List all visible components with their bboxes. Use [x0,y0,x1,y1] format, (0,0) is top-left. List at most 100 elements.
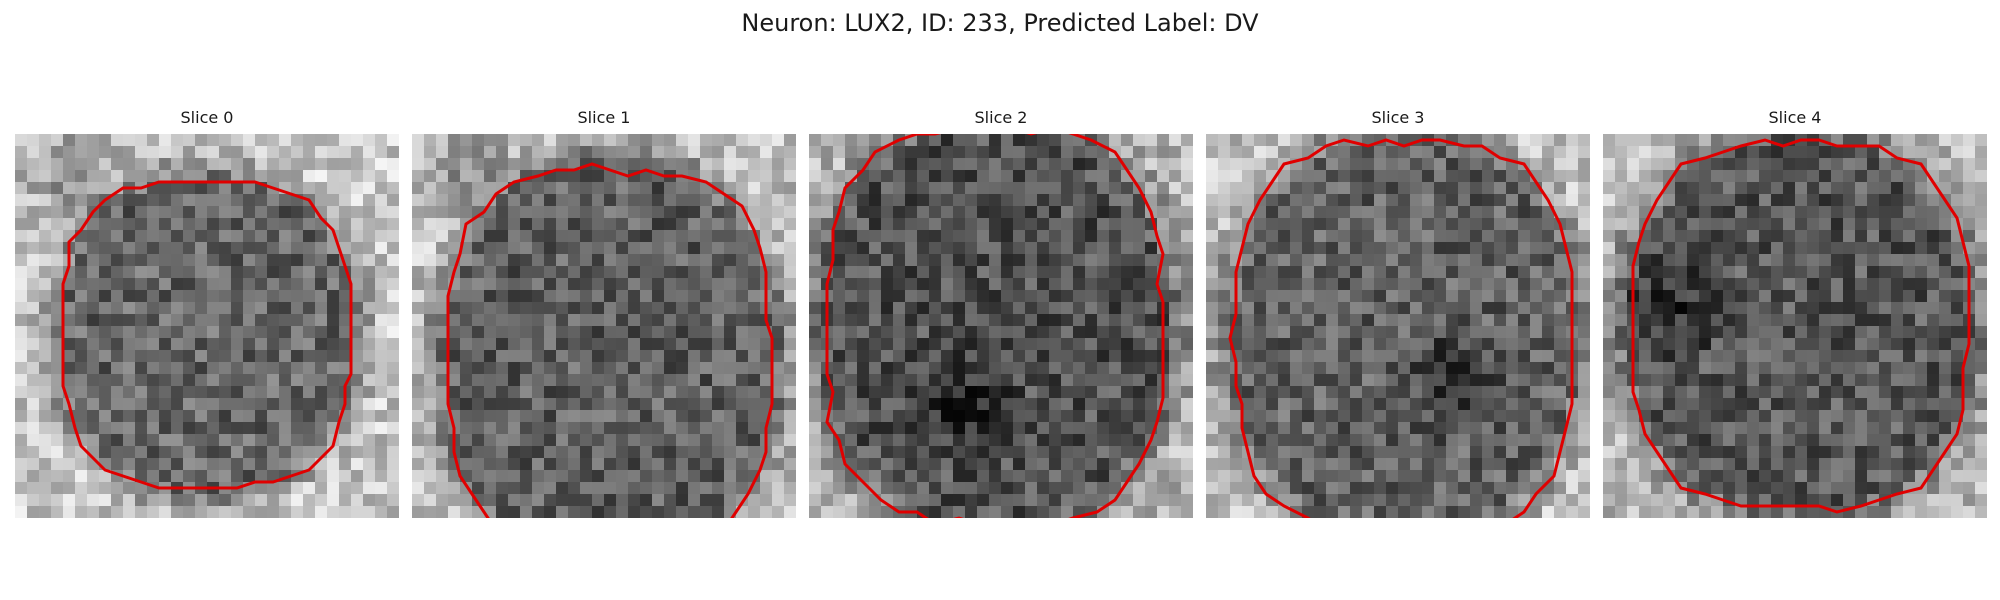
pixel [15,266,27,278]
pixel [1025,230,1037,242]
pixel [39,422,51,434]
pixel [520,182,532,194]
pixel [1230,458,1242,470]
pixel [953,362,965,374]
pixel [1843,278,1855,290]
pixel [760,134,772,146]
pixel [556,170,568,182]
pixel [351,242,363,254]
pixel [207,338,219,350]
pixel [63,326,75,338]
pixel [1915,446,1927,458]
pixel [604,314,616,326]
pixel [1181,134,1193,146]
pixel [1181,278,1193,290]
pixel [1133,254,1145,266]
pixel [183,266,195,278]
pixel [989,134,1001,146]
pixel [1121,398,1133,410]
pixel [977,170,989,182]
pixel [616,434,628,446]
pixel [1386,158,1398,170]
slice-image-4 [1603,134,1987,518]
pixel [87,254,99,266]
pixel [1314,482,1326,494]
pixel [580,230,592,242]
pixel [700,458,712,470]
pixel [1446,278,1458,290]
pixel [1061,218,1073,230]
pixel [1434,290,1446,302]
pixel [1603,278,1615,290]
pixel [1446,506,1458,518]
pixel [472,230,484,242]
pixel [436,134,448,146]
pixel [171,194,183,206]
pixel [1073,158,1085,170]
pixel [1434,158,1446,170]
pixel [412,446,424,458]
pixel [1506,182,1518,194]
pixel [845,422,857,434]
pixel [1037,314,1049,326]
pixel [1903,254,1915,266]
pixel [291,458,303,470]
pixel [760,362,772,374]
pixel [748,494,760,506]
pixel [1446,242,1458,254]
pixel [484,302,496,314]
pixel [387,434,399,446]
pixel [1723,362,1735,374]
pixel [592,242,604,254]
pixel [1494,350,1506,362]
pixel [1699,206,1711,218]
pixel [1109,194,1121,206]
pixel [1422,242,1434,254]
pixel [953,158,965,170]
pixel [183,410,195,422]
pixel [568,302,580,314]
pixel [1133,290,1145,302]
pixel [267,206,279,218]
pixel [917,194,929,206]
pixel [1735,362,1747,374]
pixel [1266,470,1278,482]
pixel [1290,470,1302,482]
pixel [1025,470,1037,482]
pixel [123,458,135,470]
pixel [339,302,351,314]
pixel [893,206,905,218]
pixel [1939,338,1951,350]
pixel [1879,242,1891,254]
pixel [1169,206,1181,218]
pixel [1181,386,1193,398]
pixel [833,470,845,482]
pixel [1410,386,1422,398]
pixel [135,302,147,314]
pixel [592,254,604,266]
pixel [833,158,845,170]
pixel [1302,326,1314,338]
pixel [1278,302,1290,314]
pixel [544,482,556,494]
pixel [436,422,448,434]
pixel [1434,398,1446,410]
pixel [1350,506,1362,518]
pixel [195,266,207,278]
pixel [315,134,327,146]
pixel [1097,194,1109,206]
pixel [688,218,700,230]
pixel [845,506,857,518]
pixel [1278,266,1290,278]
pixel [1338,326,1350,338]
pixel [845,386,857,398]
pixel [51,362,63,374]
pixel [1434,434,1446,446]
pixel [1254,266,1266,278]
pixel [929,410,941,422]
pixel [833,314,845,326]
pixel [39,506,51,518]
pixel [1879,134,1891,146]
pixel [75,398,87,410]
pixel [1711,386,1723,398]
